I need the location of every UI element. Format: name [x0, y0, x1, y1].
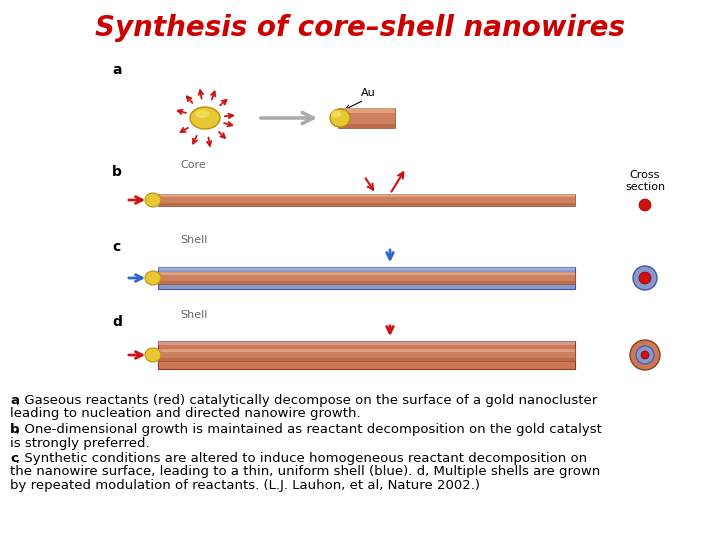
Text: b: b [112, 165, 122, 179]
Ellipse shape [330, 109, 350, 127]
Text: Core: Core [180, 160, 206, 170]
Ellipse shape [145, 348, 161, 362]
Text: Shell: Shell [180, 310, 207, 320]
Text: b: b [10, 423, 19, 436]
Text: c: c [10, 452, 18, 465]
Circle shape [641, 351, 649, 359]
Circle shape [633, 266, 657, 290]
Bar [158, 267, 575, 289]
Text: the nanowire surface, leading to a thin, uniform shell (blue). d, Multiple shell: the nanowire surface, leading to a thin,… [10, 465, 600, 478]
Ellipse shape [331, 111, 341, 118]
Bar [158, 281, 575, 284]
Bar [338, 108, 395, 128]
Bar [158, 203, 575, 206]
Circle shape [630, 340, 660, 370]
Text: a: a [10, 394, 19, 407]
Bar [158, 267, 575, 271]
Circle shape [639, 272, 651, 284]
Text: Shell: Shell [180, 235, 207, 245]
Text: by repeated modulation of reactants. (L.J. Lauhon, et al, Nature 2002.): by repeated modulation of reactants. (L.… [10, 479, 480, 492]
Bar [158, 341, 575, 345]
Bar [158, 194, 575, 197]
Bar [158, 272, 575, 275]
Text: Au: Au [361, 88, 375, 98]
Text: d: d [112, 315, 122, 329]
Bar [158, 349, 575, 352]
Circle shape [639, 199, 651, 211]
Ellipse shape [190, 107, 220, 129]
Bar [158, 272, 575, 284]
Text: a: a [112, 63, 122, 77]
Text: Synthesis of core–shell nanowires: Synthesis of core–shell nanowires [95, 14, 625, 42]
Ellipse shape [145, 193, 161, 207]
Bar [158, 341, 575, 369]
Text: , One-dimensional growth is maintained as reactant decomposition on the gold cat: , One-dimensional growth is maintained a… [17, 423, 603, 436]
Bar [158, 349, 575, 361]
Bar [338, 108, 395, 112]
Ellipse shape [195, 110, 209, 118]
Bar [158, 194, 575, 206]
Text: , Synthetic conditions are altered to induce homogeneous reactant decomposition : , Synthetic conditions are altered to in… [17, 452, 588, 465]
Bar [158, 359, 575, 361]
Ellipse shape [145, 271, 161, 285]
Text: , Gaseous reactants (red) catalytically decompose on the surface of a gold nanoc: , Gaseous reactants (red) catalytically … [17, 394, 598, 407]
Text: Cross
section: Cross section [625, 170, 665, 192]
Text: leading to nucleation and directed nanowire growth.: leading to nucleation and directed nanow… [10, 408, 361, 421]
Text: c: c [112, 240, 120, 254]
Circle shape [636, 346, 654, 364]
Text: is strongly preferred.: is strongly preferred. [10, 436, 150, 449]
Bar [338, 124, 395, 128]
